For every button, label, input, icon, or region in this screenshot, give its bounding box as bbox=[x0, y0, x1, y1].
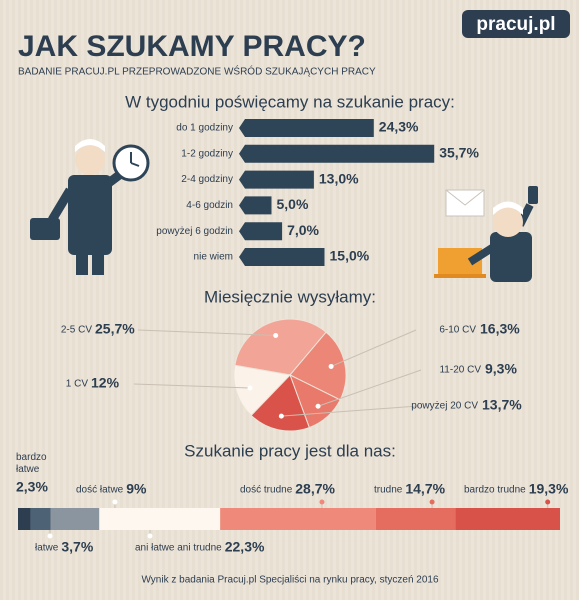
value-label: 16,3% bbox=[480, 321, 520, 337]
value-label: 28,7% bbox=[295, 481, 335, 497]
leader-dot bbox=[315, 403, 321, 409]
pie-slice bbox=[289, 331, 347, 401]
leader-line bbox=[330, 329, 417, 367]
legend-label: ani łatwe ani trudne bbox=[135, 543, 222, 554]
pie-slice bbox=[233, 364, 292, 417]
leader-line bbox=[137, 329, 276, 337]
illustration-right bbox=[434, 186, 538, 282]
legend-label: łatwe bbox=[35, 543, 59, 554]
value-label: 25,7% bbox=[95, 321, 135, 337]
subtitle: BADANIE PRACUJ.PL PRZEPROWADZONE WŚRÓD S… bbox=[18, 65, 376, 78]
value-label: 22,3% bbox=[225, 539, 265, 555]
value-label: 14,7% bbox=[405, 481, 445, 497]
category-label: 2-4 godziny bbox=[181, 174, 233, 185]
value-label: 9% bbox=[126, 481, 147, 497]
category-label: 1 CV bbox=[66, 379, 89, 390]
footer: Wynik z badania Pracuj.pl Specjaliści na… bbox=[141, 575, 439, 586]
category-label: nie wiem bbox=[194, 252, 233, 263]
value-label: 2,3% bbox=[16, 479, 48, 495]
bar bbox=[239, 144, 435, 163]
bar-segment bbox=[455, 508, 560, 530]
value-label: 24,3% bbox=[379, 119, 419, 135]
category-label: do 1 godziny bbox=[176, 123, 233, 134]
chart-title: Miesięcznie wysyłamy: bbox=[204, 287, 376, 306]
value-label: 7,0% bbox=[287, 222, 319, 238]
chart-title: W tygodniu poświęcamy na szukanie pracy: bbox=[125, 92, 455, 111]
leader-dot bbox=[328, 363, 334, 369]
leader-dot bbox=[147, 533, 153, 539]
title: JAK SZUKAMY PRACY? bbox=[18, 30, 366, 63]
leader-dot bbox=[545, 499, 551, 505]
value-label: 13,7% bbox=[482, 397, 522, 413]
category-label: powyżej 20 CV bbox=[411, 401, 478, 412]
bar bbox=[239, 222, 283, 241]
value-label: 9,3% bbox=[485, 361, 517, 377]
bar bbox=[239, 119, 374, 137]
value-label: 35,7% bbox=[439, 145, 479, 161]
category-label: 11-20 CV bbox=[439, 365, 481, 376]
pie-slice bbox=[234, 318, 327, 376]
bar-segment bbox=[99, 508, 221, 530]
pie-slice bbox=[250, 374, 310, 432]
legend-label: dość łatwe bbox=[76, 485, 124, 496]
bar bbox=[239, 196, 272, 215]
leader-line bbox=[317, 369, 422, 407]
value-label: 15,0% bbox=[330, 248, 370, 264]
leader-dot bbox=[112, 499, 118, 505]
leader-dot bbox=[319, 499, 325, 505]
bar bbox=[239, 248, 325, 266]
leader-dot bbox=[278, 413, 284, 419]
category-label: 6-10 CV bbox=[439, 325, 476, 336]
leader-dot bbox=[429, 499, 435, 505]
logo: pracuj.pl bbox=[476, 14, 555, 35]
legend-label: bardzo trudne bbox=[464, 485, 526, 496]
bar bbox=[239, 170, 314, 189]
bar-segment bbox=[220, 508, 376, 530]
value-label: 19,3% bbox=[529, 481, 569, 497]
value-label: 5,0% bbox=[277, 196, 309, 212]
value-label: 13,0% bbox=[319, 170, 359, 186]
bar-segment bbox=[30, 508, 51, 530]
legend-label: dość trudne bbox=[240, 485, 293, 496]
bar-segment bbox=[50, 508, 100, 530]
illustration-left bbox=[30, 139, 150, 275]
value-label: 12% bbox=[91, 375, 120, 391]
value-label: 3,7% bbox=[61, 539, 93, 555]
bar-segment bbox=[18, 508, 31, 530]
bar-segment bbox=[375, 508, 456, 530]
leader-line bbox=[281, 405, 419, 417]
leader-dot bbox=[47, 533, 53, 539]
category-label: 1-2 godziny bbox=[181, 148, 233, 159]
legend-label: bardzo łatwe bbox=[16, 452, 47, 475]
legend-label: trudne bbox=[374, 485, 403, 496]
category-label: powyżej 6 godzin bbox=[156, 226, 233, 237]
category-label: 4-6 godzin bbox=[186, 200, 233, 211]
chart-title: Szukanie pracy jest dla nas: bbox=[184, 441, 396, 460]
logo-box bbox=[462, 10, 570, 38]
leader-dot bbox=[247, 385, 253, 391]
leader-line bbox=[133, 383, 251, 389]
category-label: 2-5 CV bbox=[61, 325, 92, 336]
leader-dot bbox=[273, 333, 279, 339]
